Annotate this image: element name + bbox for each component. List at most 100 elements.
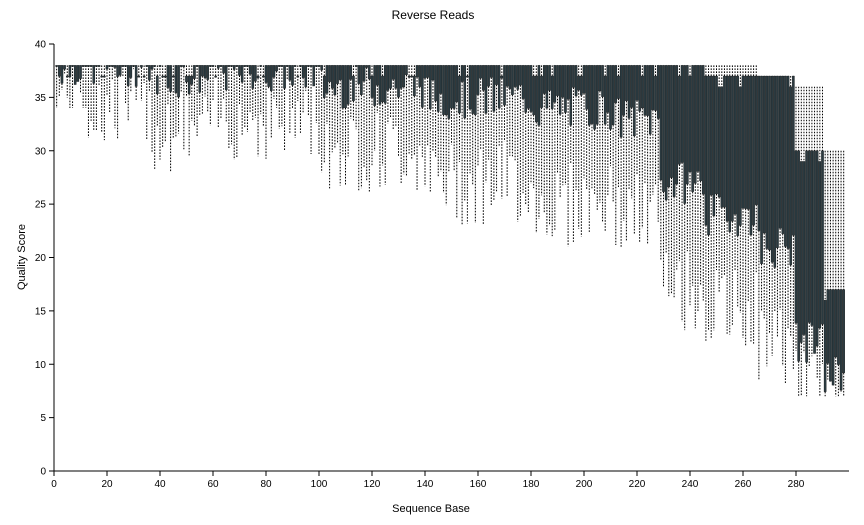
iqr-box [270, 65, 273, 91]
iqr-box [807, 150, 811, 323]
box-base [479, 65, 482, 151]
box-base [142, 65, 146, 84]
iqr-box [312, 65, 315, 87]
box-base [556, 65, 559, 173]
iqr-box [214, 75, 217, 78]
box-base [230, 65, 233, 145]
box-base [778, 75, 782, 310]
box-base [291, 65, 294, 109]
iqr-box [193, 65, 196, 79]
box-base [842, 150, 845, 397]
box-base [285, 65, 289, 80]
box-base [516, 65, 520, 222]
box-base [564, 65, 567, 185]
x-tick-label: 120 [364, 479, 381, 490]
iqr-box [158, 65, 162, 67]
iqr-box [174, 65, 178, 93]
iqr-box [747, 75, 750, 210]
iqr-box [683, 65, 686, 204]
iqr-box [630, 65, 633, 108]
box-base [185, 65, 188, 97]
box-base [699, 65, 702, 286]
iqr-box [116, 65, 119, 77]
iqr-box [580, 75, 583, 96]
x-tick-label: 20 [101, 479, 113, 490]
iqr-box [829, 289, 832, 382]
box-base [100, 65, 103, 132]
iqr-box [105, 65, 109, 70]
box-base [209, 65, 212, 126]
iqr-box [368, 65, 371, 80]
box-base [344, 65, 347, 185]
x-tick-label: 40 [154, 479, 166, 490]
iqr-box [145, 65, 149, 67]
iqr-box [113, 65, 117, 68]
iqr-box [619, 65, 623, 138]
iqr-box [558, 65, 562, 115]
iqr-box [495, 65, 498, 85]
iqr-box [344, 65, 347, 109]
iqr-box [784, 75, 787, 247]
iqr-box [402, 65, 406, 88]
box-base [214, 65, 217, 79]
iqr-box [349, 65, 353, 80]
iqr-box [429, 65, 432, 110]
iqr-box [527, 65, 530, 109]
iqr-box [421, 65, 424, 108]
box-base [577, 65, 580, 229]
x-axis: 0 20 40 60 80 100 120 140 160 180 200 220 240 260 280 [51, 470, 849, 490]
box-base [391, 65, 395, 131]
iqr-box [601, 65, 604, 97]
iqr-box [373, 65, 376, 106]
box-base [373, 65, 376, 152]
iqr-box [540, 75, 543, 108]
iqr-box [283, 65, 286, 89]
iqr-box [352, 75, 355, 102]
box-base [336, 65, 339, 144]
iqr-box [444, 65, 448, 116]
box-base [630, 65, 633, 199]
box-base [328, 65, 331, 189]
box-base [442, 65, 445, 194]
iqr-box [55, 65, 58, 67]
box-base [447, 65, 451, 173]
box-base [619, 65, 623, 248]
box-base [293, 65, 297, 138]
box-base [752, 65, 755, 344]
x-tick-label: 240 [682, 479, 699, 490]
box-base [744, 65, 747, 346]
box-base [248, 65, 252, 113]
box-base [264, 65, 268, 159]
box-base [79, 65, 82, 94]
box-base [654, 65, 657, 185]
iqr-box [76, 65, 80, 82]
iqr-box [126, 65, 130, 86]
iqr-box [492, 65, 496, 112]
box-base [463, 65, 467, 201]
iqr-box [582, 65, 586, 94]
box-base [394, 65, 398, 127]
box-base [330, 65, 334, 153]
iqr-box [177, 65, 180, 98]
x-tick-label: 280 [788, 479, 805, 490]
iqr-box [482, 65, 485, 91]
iqr-box [818, 161, 822, 329]
box-base [672, 65, 676, 298]
iqr-box [595, 65, 599, 125]
iqr-box [124, 65, 127, 67]
box-base [89, 65, 93, 121]
box-base [195, 65, 199, 137]
box-base [267, 65, 270, 89]
iqr-box [230, 65, 233, 67]
iqr-box [752, 75, 755, 226]
box-base [683, 65, 686, 331]
iqr-box [712, 75, 716, 216]
x-tick-label: 80 [260, 479, 272, 490]
iqr-box [792, 75, 795, 236]
box-base [55, 65, 58, 109]
iqr-box [248, 65, 252, 75]
x-tick-label: 200 [576, 479, 593, 490]
iqr-box [542, 65, 546, 94]
iqr-box [156, 75, 159, 95]
iqr-box [100, 75, 103, 78]
